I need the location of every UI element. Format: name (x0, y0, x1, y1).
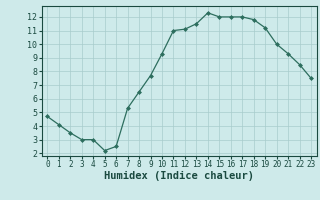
X-axis label: Humidex (Indice chaleur): Humidex (Indice chaleur) (104, 171, 254, 181)
